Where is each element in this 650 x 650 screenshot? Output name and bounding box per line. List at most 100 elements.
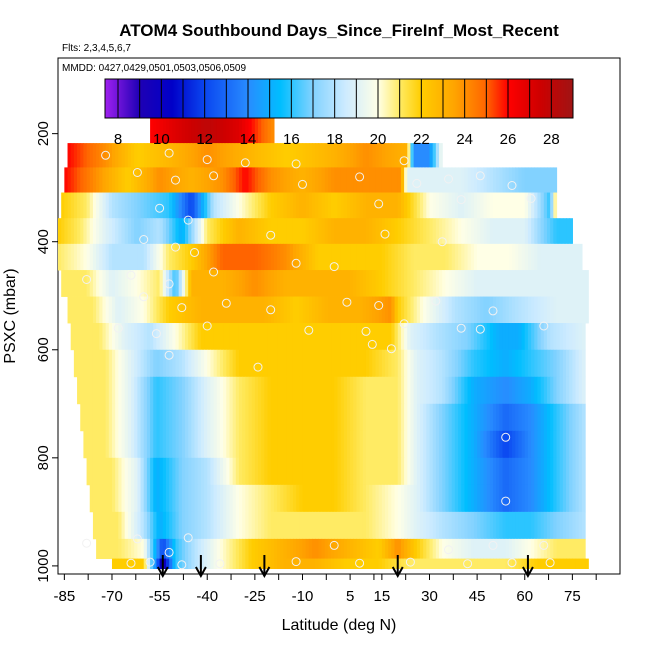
heatmap-cell: [483, 430, 488, 459]
heatmap-cell: [254, 143, 259, 168]
heatmap-cell: [435, 243, 440, 271]
heatmap-cell: [356, 376, 361, 405]
heatmap-cell: [143, 538, 148, 559]
heatmap-cell: [267, 296, 272, 324]
heatmap-cell: [191, 403, 196, 432]
heatmap-cell: [346, 243, 351, 271]
heatmap-cell: [146, 270, 151, 297]
heatmap-cell: [400, 323, 405, 351]
heatmap-cell: [118, 457, 123, 486]
heatmap-cell: [210, 511, 215, 540]
heatmap-cell: [277, 484, 281, 513]
colorbar-segment: [566, 79, 568, 118]
colorbar-segment: [340, 79, 342, 118]
heatmap-cell: [385, 192, 389, 219]
heatmap-cell: [146, 457, 151, 486]
colorbar-segment: [354, 79, 356, 118]
heatmap-cell: [550, 511, 554, 540]
heatmap-cell: [343, 167, 348, 193]
heatmap-cell: [229, 511, 234, 540]
heatmap-cell: [562, 323, 567, 351]
heatmap-cell: [439, 430, 443, 459]
heatmap-cell: [172, 511, 177, 540]
heatmap-cell: [191, 218, 196, 245]
heatmap-cell: [439, 192, 443, 219]
heatmap-cell: [429, 376, 434, 405]
heatmap-cell: [429, 511, 434, 540]
heatmap-cell: [442, 484, 446, 513]
heatmap-cell: [356, 484, 361, 513]
heatmap-band: [92, 511, 586, 540]
heatmap-cell: [353, 270, 358, 297]
heatmap-cell: [480, 349, 485, 378]
sample-marker: [183, 215, 193, 225]
heatmap-cell: [261, 143, 265, 168]
heatmap-cell: [175, 430, 180, 459]
heatmap-cell: [200, 484, 205, 513]
heatmap-cell: [331, 430, 335, 459]
heatmap-cell: [143, 296, 148, 324]
colorbar-segment: [519, 79, 521, 118]
heatmap-cell: [302, 511, 307, 540]
colorbar-segment: [146, 79, 148, 118]
heatmap-cell: [442, 218, 446, 245]
heatmap-cell: [331, 296, 335, 324]
sample-marker: [380, 229, 390, 239]
heatmap-cell: [505, 192, 510, 219]
heatmap-cell: [194, 511, 199, 540]
colorbar-segment: [345, 79, 347, 118]
heatmap-cell: [270, 296, 275, 324]
heatmap-cell: [105, 143, 110, 168]
heatmap-cell: [435, 430, 440, 459]
heatmap-cell: [219, 511, 224, 540]
colorbar-segment: [215, 79, 217, 118]
heatmap-cell: [410, 484, 415, 513]
heatmap-cell: [505, 484, 510, 513]
heatmap-cell: [315, 484, 319, 513]
heatmap-cell: [502, 167, 507, 193]
heatmap-cell: [137, 511, 142, 540]
heatmap-cell: [461, 323, 466, 351]
heatmap-cell: [134, 403, 138, 432]
colorbar-segment: [111, 79, 113, 118]
heatmap-cell: [419, 457, 424, 486]
colorbar-segment: [487, 79, 489, 118]
heatmap-cell: [381, 143, 386, 168]
heatmap-cell: [162, 117, 167, 144]
colorbar-segment: [490, 79, 492, 118]
sample-marker: [329, 262, 339, 272]
heatmap-cell: [346, 349, 351, 378]
heatmap-cell: [219, 218, 224, 245]
heatmap-cell: [480, 167, 485, 193]
heatmap-cell: [248, 403, 253, 432]
heatmap-cell: [454, 538, 459, 559]
heatmap-cell: [80, 349, 85, 378]
heatmap-cell: [369, 167, 373, 193]
heatmap-cell: [315, 296, 319, 324]
heatmap-cell: [365, 376, 370, 405]
heatmap-cell: [181, 218, 186, 245]
heatmap-cell: [416, 430, 421, 459]
colorbar-segment: [501, 79, 503, 118]
heatmap-cell: [470, 323, 475, 351]
heatmap-cell: [245, 349, 250, 378]
heatmap-cell: [308, 484, 313, 513]
colorbar-segment: [309, 79, 311, 118]
heatmap-cell: [248, 349, 253, 378]
heatmap-cell: [121, 376, 126, 405]
colorbar-segment: [527, 79, 529, 118]
x-tick-label: 15: [374, 588, 391, 605]
heatmap-cell: [273, 349, 278, 378]
heatmap-cell: [159, 538, 164, 559]
heatmap-cell: [388, 192, 392, 219]
heatmap-cell: [308, 457, 313, 486]
colorbar-segment: [259, 79, 261, 118]
heatmap-band: [80, 403, 586, 432]
heatmap-cell: [508, 511, 513, 540]
heatmap-cell: [169, 376, 173, 405]
heatmap-cell: [499, 349, 504, 378]
heatmap-cell: [473, 167, 478, 193]
heatmap-cell: [232, 457, 237, 486]
heatmap-cell: [140, 484, 145, 513]
heatmap-cell: [92, 167, 97, 193]
